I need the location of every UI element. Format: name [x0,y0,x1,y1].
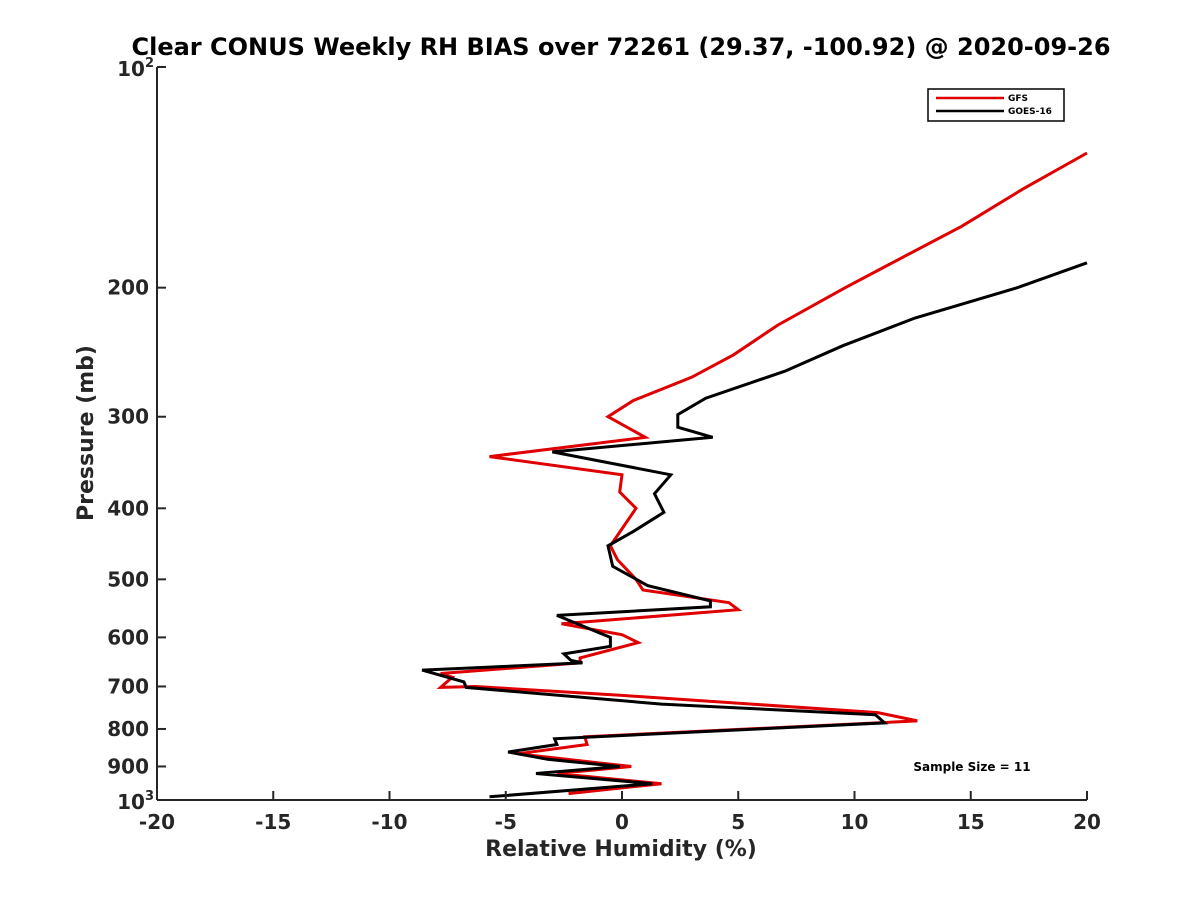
sample-size-annotation: Sample Size = 11 [913,760,1030,774]
axes [156,67,1087,801]
x-tick-label: -15 [255,810,291,834]
y-tick-label: 200 [107,276,149,300]
y-tick-label: 800 [107,717,149,741]
series-line-gfs [436,151,1088,796]
series-layer [421,151,1088,799]
y-ticks: 102 200 300 400 500 600 700 800 900 103 [107,56,166,814]
x-tick-label: 15 [957,810,985,834]
y-axis-label: Pressure (mb) [74,345,99,521]
x-tick-label: 0 [615,810,629,834]
x-tick-label: -5 [495,810,517,834]
y-tick-label: 600 [107,625,149,649]
y-tick-label: 300 [107,405,149,429]
x-tick-label: -10 [371,810,407,834]
y-tick-label: 400 [107,496,149,520]
x-axis-label: Relative Humidity (%) [485,837,757,862]
series-line-goes16 [421,261,1088,799]
x-ticks: -20 -15 -10 -5 0 5 10 15 20 [139,791,1101,834]
y-tick-label: 500 [107,567,149,591]
x-tick-label: 20 [1073,810,1101,834]
x-tick-label: 10 [841,810,869,834]
legend-label-gfs: GFS [1008,94,1028,104]
legend-box [927,88,1065,122]
y-tick-label: 700 [107,674,149,698]
chart-title: Clear CONUS Weekly RH BIAS over 72261 (2… [131,33,1110,61]
x-tick-label: 5 [731,810,745,834]
x-tick-label: -20 [139,810,175,834]
legend-label-goes16: GOES-16 [1008,107,1052,117]
y-tick-label: 102 [117,56,154,81]
y-tick-label: 900 [107,754,149,778]
y-tick-label: 103 [117,789,154,814]
legend: GFS GOES-16 [927,88,1065,122]
